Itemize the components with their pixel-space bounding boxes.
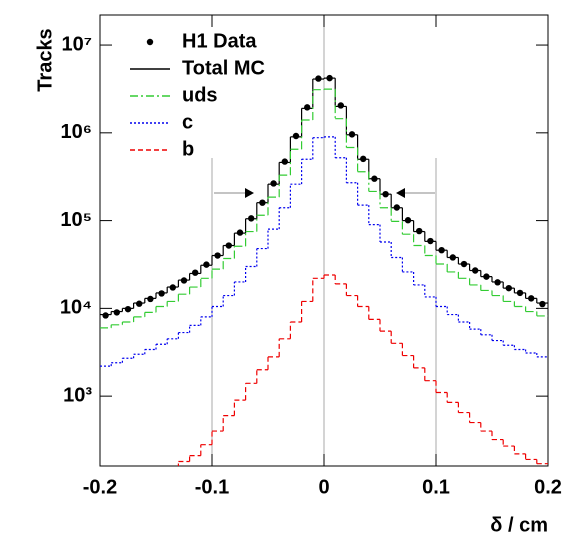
y-tick-label: 10⁶ [61,121,92,143]
data-point [124,305,132,313]
x-tick-label: -0.2 [83,476,117,498]
legend-label: b [182,138,194,160]
legend-label: uds [182,84,218,106]
y-axis-label: Tracks [34,28,56,91]
data-point [192,269,199,276]
legend-label: c [182,111,193,133]
data-point [539,300,546,308]
histogram-connector [110,89,538,328]
data-point [203,261,210,268]
histogram-connector [177,275,538,466]
data-point [270,180,277,187]
legend-marker [146,38,154,46]
data-point [304,104,311,111]
data-point [281,158,288,165]
histogram-connector [110,136,538,367]
y-tick-label: 10³ [63,384,92,406]
legend-label: Total MC [182,57,265,79]
histograms [100,74,548,466]
data-point [113,309,121,316]
data-point [337,102,344,109]
y-tick-label: 10⁴ [60,297,92,319]
x-axis-label: δ / cm [490,514,548,536]
data-point [136,300,143,307]
y-tick-label: 10⁵ [60,209,92,231]
x-tick-label: -0.1 [195,476,229,498]
legend-label: H1 Data [182,30,257,52]
x-tick-label: 0.2 [534,476,562,498]
cut-arrows [214,188,435,198]
x-tick-label: 0 [318,476,329,498]
data-point [292,132,300,140]
y-tick-label: 10⁷ [62,33,93,55]
data-point [102,312,109,319]
x-tick-label: 0.1 [422,476,450,498]
